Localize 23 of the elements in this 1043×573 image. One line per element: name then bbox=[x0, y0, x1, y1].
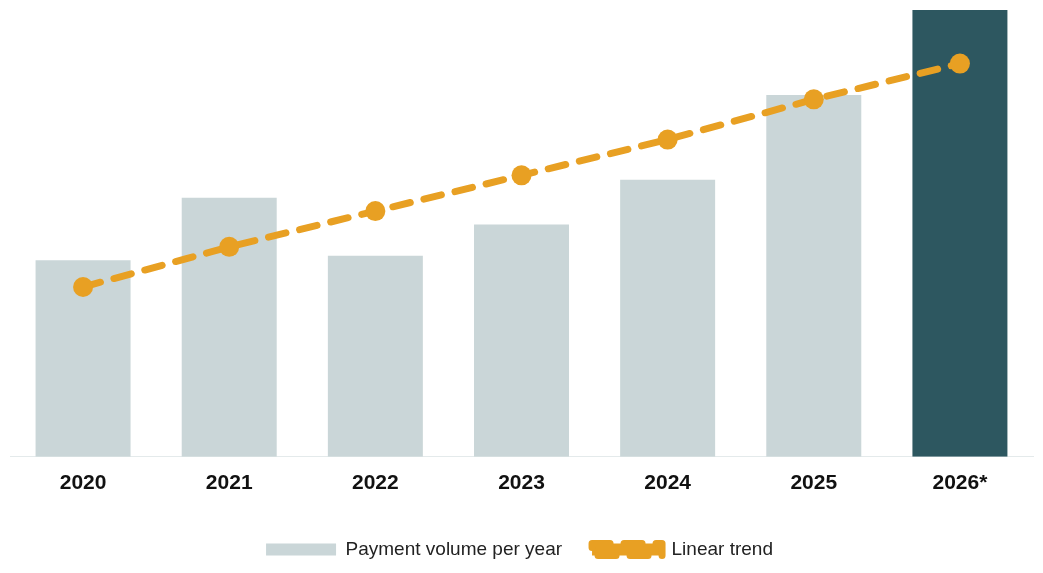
point bbox=[657, 129, 678, 150]
point bbox=[365, 201, 386, 222]
x-tick-label: 2023 bbox=[498, 470, 545, 494]
point bbox=[803, 89, 824, 110]
bar bbox=[35, 260, 131, 457]
legend-label: Payment volume per year bbox=[345, 537, 563, 559]
x-tick-label: 2021 bbox=[205, 470, 253, 494]
bar bbox=[912, 10, 1008, 457]
x-tick-label: 2020 bbox=[59, 470, 107, 494]
bar bbox=[181, 197, 277, 457]
x-tick-label: 2025 bbox=[790, 470, 838, 494]
point bbox=[511, 165, 532, 186]
bar bbox=[620, 179, 716, 457]
x-tick-label: 2026* bbox=[932, 470, 989, 494]
x-tick-label: 2022 bbox=[352, 470, 399, 494]
point bbox=[73, 277, 94, 298]
bar bbox=[327, 255, 423, 457]
bar bbox=[474, 224, 569, 457]
x-tick-label: 2024 bbox=[644, 470, 692, 494]
legend-label: Linear trend bbox=[671, 537, 773, 559]
point bbox=[219, 236, 240, 257]
point bbox=[949, 53, 970, 74]
bar bbox=[766, 94, 862, 457]
